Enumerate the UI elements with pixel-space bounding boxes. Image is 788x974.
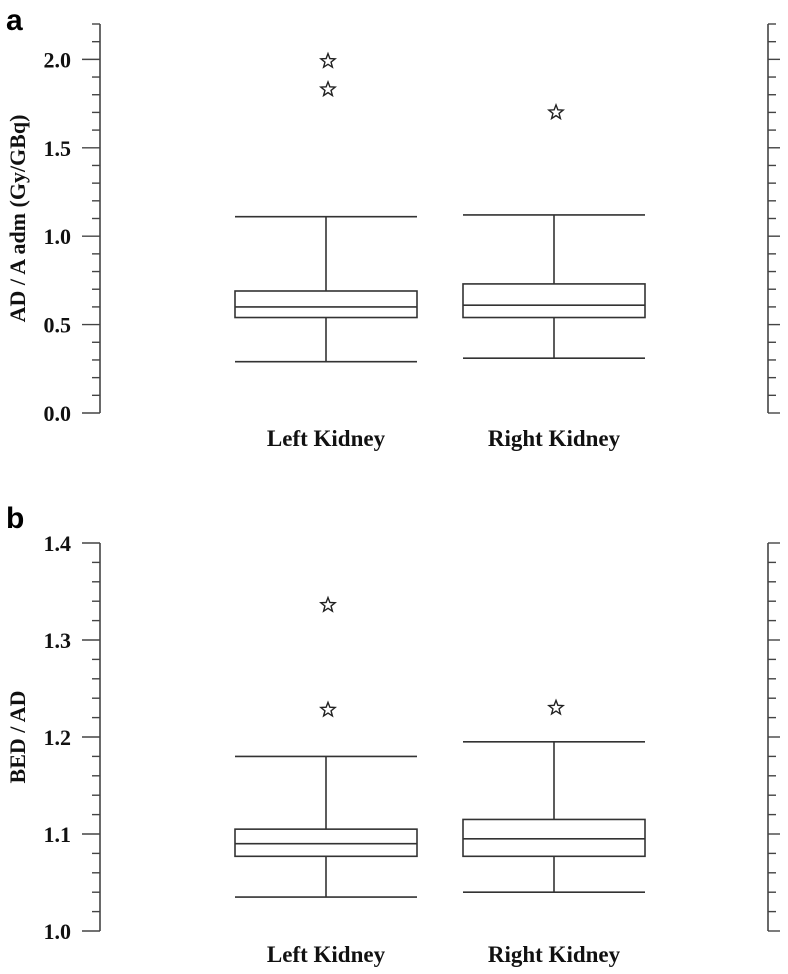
category-label: Right Kidney: [488, 426, 621, 451]
panel-letter: a: [6, 4, 23, 37]
iqr-box: [462, 818, 646, 858]
y-tick-label: 1.1: [44, 822, 72, 847]
y-axis-label: BED / AD: [5, 691, 30, 784]
y-tick-label: 0.0: [44, 401, 72, 426]
y-tick-label: 1.2: [44, 725, 72, 750]
y-tick-label: 1.0: [44, 919, 72, 944]
y-tick-label: 0.5: [44, 313, 72, 338]
category-label: Right Kidney: [488, 942, 621, 967]
outlier-star-marker: [319, 51, 337, 69]
outlier-star-marker: [319, 700, 337, 718]
y-tick-label: 2.0: [44, 47, 72, 72]
iqr-box: [234, 828, 418, 858]
y-tick-label: 1.3: [44, 628, 72, 653]
y-tick-label: 1.0: [44, 224, 72, 249]
outlier-star-marker: [547, 698, 565, 716]
category-label: Left Kidney: [267, 426, 386, 451]
outlier-star-marker: [319, 79, 337, 98]
outlier-star-marker: [547, 102, 565, 121]
iqr-box: [234, 290, 418, 319]
category-label: Left Kidney: [267, 942, 386, 967]
outlier-star-marker: [319, 595, 337, 613]
panel-letter: b: [6, 502, 24, 535]
y-tick-label: 1.5: [44, 136, 72, 161]
iqr-box: [462, 283, 646, 319]
y-tick-label: 1.4: [44, 531, 72, 556]
y-axis-label: AD / A adm (Gy/GBq): [5, 115, 30, 323]
